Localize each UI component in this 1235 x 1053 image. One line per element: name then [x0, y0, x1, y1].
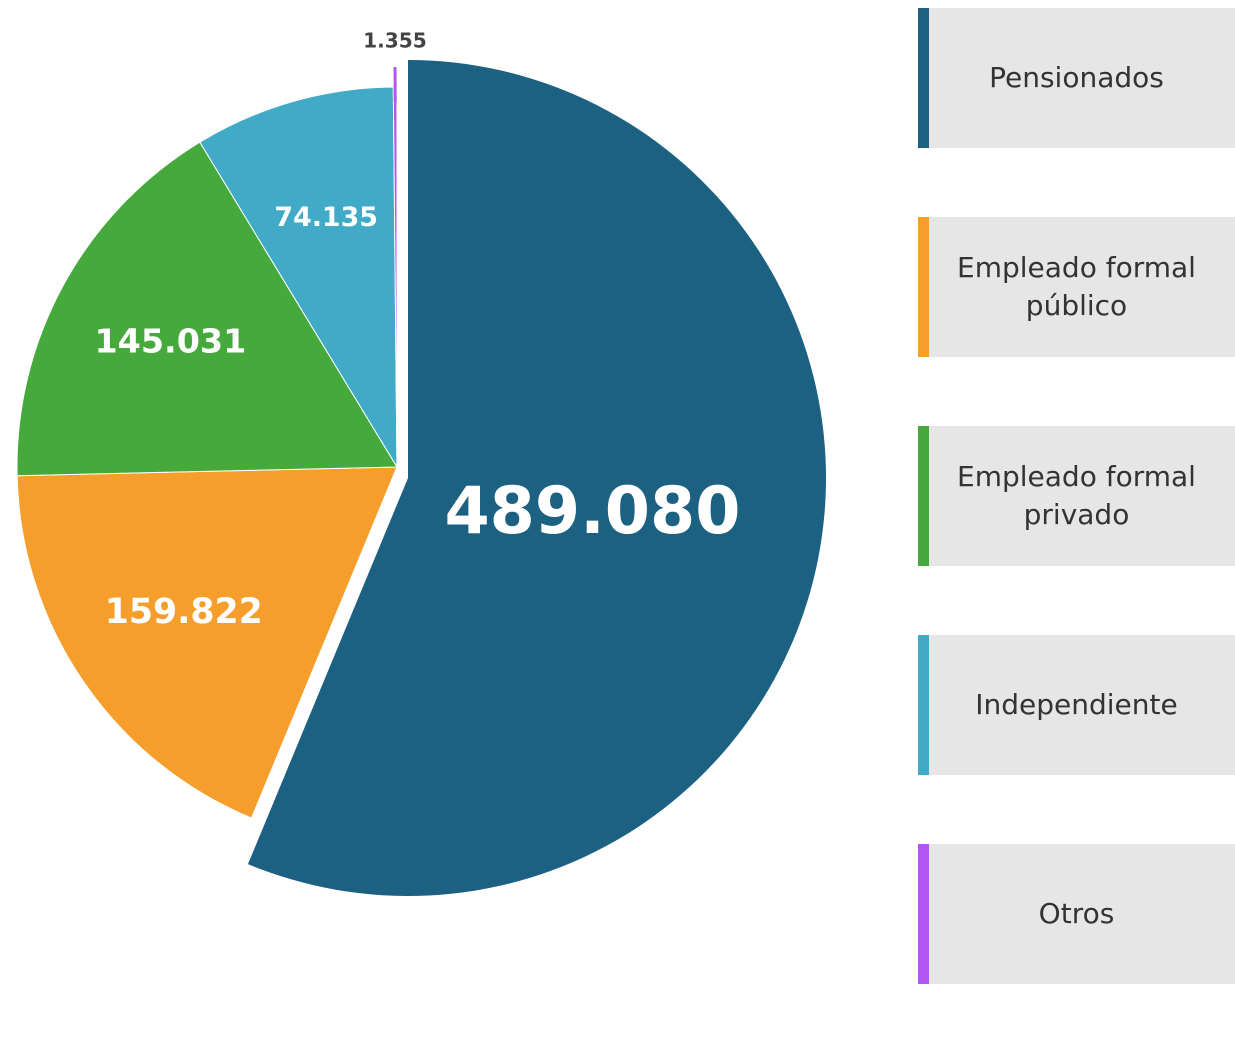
legend-label: Otros	[952, 895, 1202, 933]
legend-label: Pensionados	[952, 59, 1202, 97]
legend-label: Empleado formal privado	[952, 458, 1202, 534]
legend-swatch	[918, 8, 929, 148]
legend-item: Pensionados	[918, 8, 1235, 148]
data-label: 1.355	[363, 29, 427, 53]
legend-swatch	[918, 844, 929, 984]
legend-swatch	[918, 635, 929, 775]
page: 489.080 159.822 145.031 74.135 1.355 Pension…	[0, 0, 1235, 978]
legend-item: Empleado formal privado	[918, 426, 1235, 566]
legend-item: Otros	[918, 844, 1235, 984]
legend: Pensionados Empleado formal público Emplea…	[918, 8, 1235, 1053]
legend-swatch	[918, 426, 929, 566]
legend-item: Independiente	[918, 635, 1235, 775]
legend-label: Empleado formal público	[952, 249, 1202, 325]
data-label: 74.135	[274, 202, 377, 233]
data-label: 489.080	[444, 474, 740, 549]
legend-label: Independiente	[952, 686, 1202, 724]
legend-swatch	[918, 217, 929, 357]
legend-item: Empleado formal público	[918, 217, 1235, 357]
data-label: 145.031	[94, 321, 246, 360]
chart: 489.080 159.822 145.031 74.135 1.355	[0, 0, 900, 978]
data-label: 159.822	[105, 592, 263, 632]
